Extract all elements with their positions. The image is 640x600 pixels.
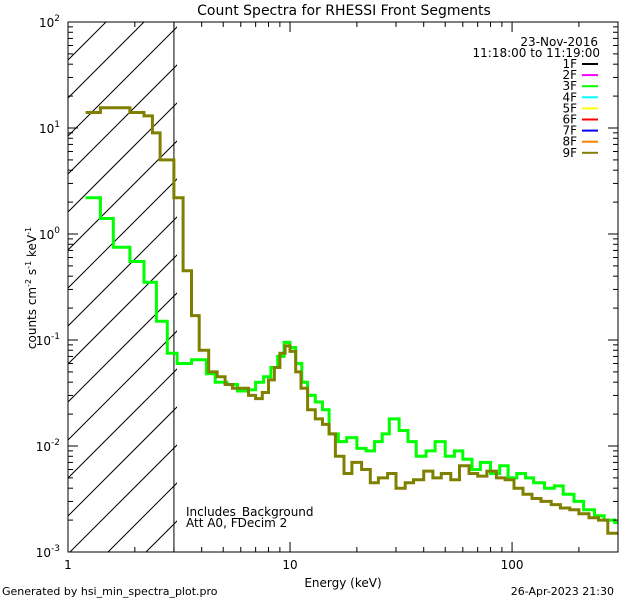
y-tick-label: 102 <box>39 14 60 30</box>
annotation-background: Includes_Background <box>186 505 314 519</box>
legend-label: 7F <box>562 124 577 138</box>
legend-label: 9F <box>562 146 577 160</box>
excluded-energy-region <box>68 22 177 552</box>
plot-frame <box>67 21 619 553</box>
hatch-line <box>68 406 177 517</box>
series-9F <box>85 106 618 535</box>
hatch-line <box>68 26 177 137</box>
hatch-line <box>68 140 177 251</box>
hatch-line <box>68 22 145 99</box>
legend-label: 1F <box>562 57 577 71</box>
hatch-line <box>68 368 177 479</box>
generated-by-label: Generated by hsi_min_spectra_plot.pro <box>2 585 218 598</box>
x-axis-label: Energy (keV) <box>304 576 381 590</box>
date-label: 23-Nov-2016 <box>520 35 598 49</box>
hatch-line <box>68 292 177 403</box>
hatch-line <box>68 22 107 61</box>
y-tick-label: 100 <box>39 226 60 242</box>
hatch-line <box>68 64 177 175</box>
series-3F <box>85 196 618 524</box>
series-layer <box>85 106 618 535</box>
x-tick-label: 10 <box>282 558 297 572</box>
legend-label: 2F <box>562 68 577 82</box>
x-tick-label: 1 <box>64 558 72 572</box>
axis-ticks <box>67 21 619 553</box>
legend-label: 8F <box>562 135 577 149</box>
hatch-line <box>68 216 177 327</box>
annotation-attenuator: Att A0, FDecim 2 <box>186 516 287 530</box>
timestamp-label: 26-Apr-2023 21:30 <box>511 585 614 598</box>
legend-label: 4F <box>562 90 577 104</box>
y-axis-label: counts cm-2 s-1 keV-1 <box>24 227 39 349</box>
x-tick-labels: 1 10 100 <box>64 558 523 572</box>
y-tick-labels: 10-3 10-2 10-1 100 101 102 <box>36 14 61 560</box>
hatch-line <box>68 178 177 289</box>
y-tick-label: 10-2 <box>36 438 60 454</box>
hatch-line <box>107 482 177 552</box>
legend-label: 6F <box>562 113 577 127</box>
y-tick-label: 101 <box>39 120 60 136</box>
hatch-line <box>68 254 177 365</box>
y-tick-label: 10-3 <box>36 544 60 560</box>
legend-label: 3F <box>562 79 577 93</box>
x-tick-label: 100 <box>501 558 524 572</box>
legend-label: 5F <box>562 101 577 115</box>
y-tick-label: 10-1 <box>36 332 60 348</box>
hatch-line <box>68 102 177 213</box>
time-range-label: 11:18:00 to 11:19:00 <box>473 46 600 60</box>
hatch-line <box>69 444 177 552</box>
chart-title: Count Spectra for RHESSI Front Segments <box>197 3 491 19</box>
